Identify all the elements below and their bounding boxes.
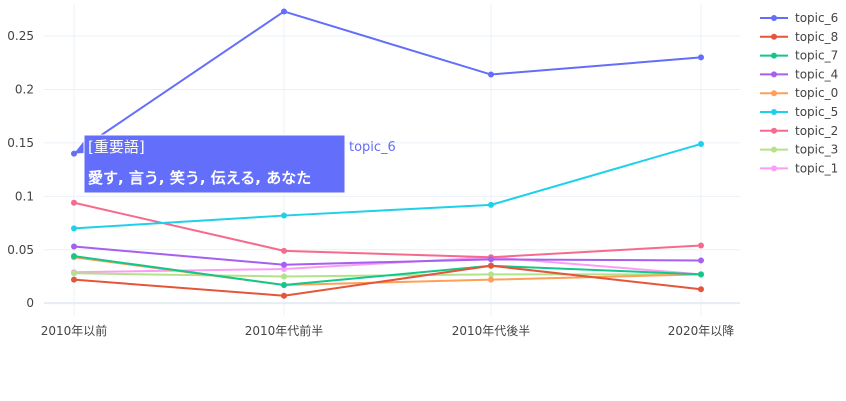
data-point-topic_6[interactable]	[698, 54, 704, 61]
legend-label: topic_0	[795, 86, 838, 100]
data-point-topic_5[interactable]	[281, 212, 287, 219]
legend-item-topic_5[interactable]: topic_5	[760, 105, 838, 119]
tooltip-series-name: topic_6	[349, 140, 396, 155]
x-axis: 2010年以前 2010年代前半 2010年代後半 2020年以降	[41, 323, 735, 338]
series-line-topic_2	[73, 201, 702, 259]
hover-tooltip: [重要語] 愛す, 言う, 笑う, 伝える, あなた topic_6	[74, 134, 396, 194]
legend-label: topic_2	[795, 124, 838, 138]
legend-item-topic_4[interactable]: topic_4	[760, 67, 838, 81]
data-point-topic_3[interactable]	[281, 273, 287, 280]
legend-label: topic_3	[795, 143, 838, 157]
legend-marker	[771, 90, 777, 97]
series-line-topic_5	[73, 143, 702, 230]
legend-marker	[771, 52, 777, 59]
legend-item-topic_3[interactable]: topic_3	[760, 143, 838, 157]
legend-label: topic_4	[795, 67, 838, 81]
data-point-topic_8[interactable]	[71, 276, 77, 283]
data-point-topic_5[interactable]	[71, 225, 77, 232]
grid-lines	[44, 4, 740, 316]
data-point-topic_4[interactable]	[281, 261, 287, 268]
legend-item-topic_1[interactable]: topic_1	[760, 161, 838, 175]
tooltip-pointer	[74, 141, 84, 154]
x-tick-label: 2020年以降	[668, 324, 735, 338]
data-point-topic_6[interactable]	[488, 71, 494, 78]
data-point-topic_3[interactable]	[71, 270, 77, 277]
legend-label: topic_1	[795, 161, 838, 175]
data-point-topic_4[interactable]	[698, 257, 704, 264]
legend-marker	[771, 15, 777, 21]
data-point-topic_5[interactable]	[698, 140, 704, 147]
data-point-topic_0[interactable]	[488, 276, 494, 283]
data-point-topic_8[interactable]	[698, 286, 704, 293]
data-point-topic_3[interactable]	[488, 271, 494, 278]
y-tick-label: 0.25	[7, 29, 34, 43]
series-line-topic_6	[73, 10, 702, 155]
y-tick-label: 0.2	[15, 82, 34, 96]
series-line-topic_4	[73, 245, 702, 266]
data-point-topic_7[interactable]	[281, 282, 287, 289]
y-tick-label: 0.1	[15, 189, 34, 203]
legend-marker	[771, 146, 777, 153]
x-tick-label: 2010年代後半	[452, 324, 531, 338]
legend-marker	[771, 127, 777, 134]
tooltip-box	[83, 134, 346, 194]
x-tick-label: 2010年以前	[41, 323, 108, 338]
y-tick-label: 0	[26, 296, 34, 310]
tooltip-body: 愛す, 言う, 笑う, 伝える, あなた	[88, 169, 311, 187]
legend-label: topic_6	[795, 11, 838, 25]
legend-marker	[771, 165, 777, 172]
data-point-topic_7[interactable]	[71, 253, 77, 260]
legend-item-topic_8[interactable]: topic_8	[760, 30, 838, 44]
legend[interactable]: topic_6 topic_8 topic_7 topic_4 topic_0topic…	[760, 11, 838, 175]
data-point-topic_1[interactable]	[281, 265, 287, 272]
series-lines	[73, 10, 702, 297]
series-points	[71, 8, 704, 299]
legend-item-topic_0[interactable]: topic_0	[760, 86, 838, 100]
y-axis: 0 0.05 0.1 0.15 0.2 0.25	[7, 29, 34, 310]
data-point-topic_2[interactable]	[698, 242, 704, 249]
legend-label: topic_8	[795, 30, 838, 44]
data-point-topic_8[interactable]	[281, 292, 287, 299]
data-point-topic_4[interactable]	[488, 256, 494, 263]
data-point-topic_6[interactable]	[281, 8, 287, 15]
series-line-topic_8	[73, 264, 702, 297]
y-tick-label: 0.15	[7, 136, 34, 150]
legend-marker	[771, 109, 777, 115]
data-point-topic_2[interactable]	[71, 199, 77, 206]
tooltip-title: [重要語]	[88, 138, 145, 156]
legend-marker	[771, 33, 777, 40]
data-point-topic_8[interactable]	[488, 262, 494, 269]
legend-marker	[771, 71, 777, 78]
legend-item-topic_6[interactable]: topic_6	[760, 11, 838, 25]
data-point-topic_7[interactable]	[698, 271, 704, 278]
legend-label: topic_7	[795, 49, 838, 63]
data-point-topic_4[interactable]	[71, 243, 77, 250]
legend-label: topic_5	[795, 105, 838, 119]
data-point-topic_5[interactable]	[488, 201, 494, 208]
legend-item-topic_7[interactable]: topic_7	[760, 49, 838, 63]
legend-item-topic_2[interactable]: topic_2	[760, 124, 838, 138]
y-tick-label: 0.05	[7, 243, 34, 257]
data-point-topic_2[interactable]	[281, 247, 287, 254]
x-tick-label: 2010年代前半	[245, 323, 324, 338]
series-line-topic_7	[73, 255, 702, 287]
